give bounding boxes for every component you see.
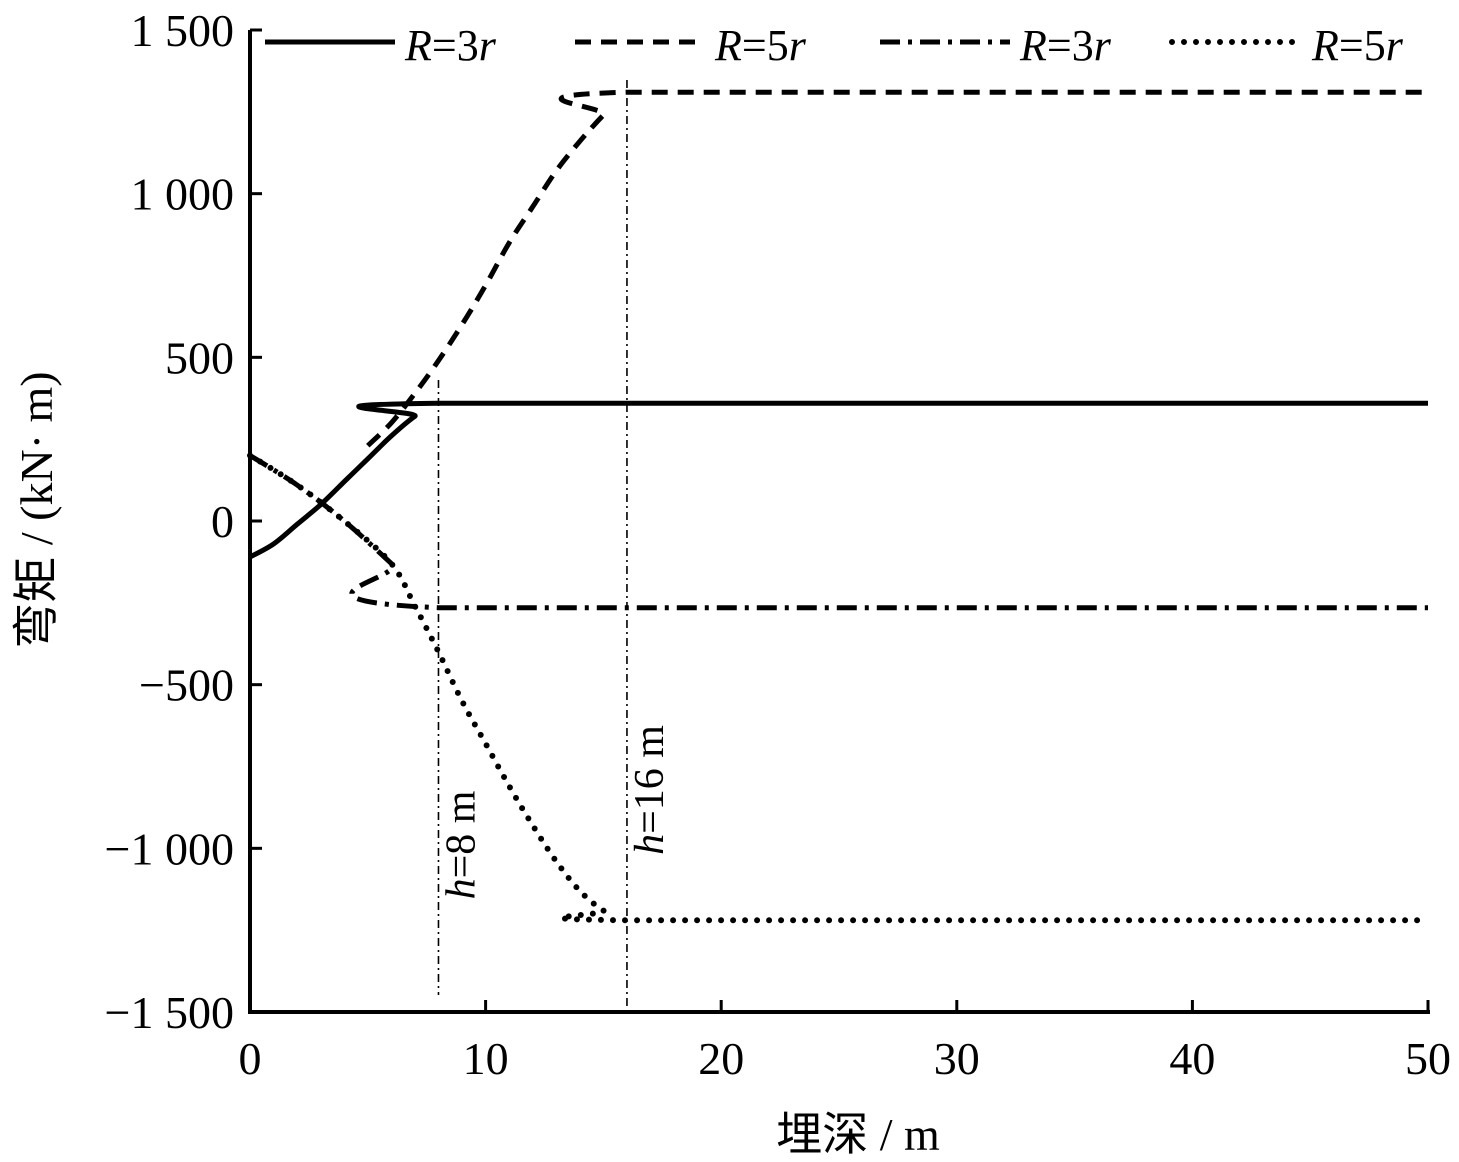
- x-axis-title: 埋深 / m: [776, 1109, 940, 1160]
- x-tick-label: 20: [698, 1033, 744, 1084]
- x-tick-label: 10: [463, 1033, 509, 1084]
- y-tick-label: −1 000: [105, 823, 234, 874]
- annotation-group: h=8 m h=16 m: [438, 80, 672, 1012]
- x-tick-label: 0: [239, 1033, 262, 1084]
- x-tick-label: 50: [1405, 1033, 1451, 1084]
- x-tick-label: 30: [934, 1033, 980, 1084]
- series-group: [250, 92, 1428, 920]
- y-tick-label: −1 500: [105, 987, 234, 1038]
- y-tick-label: 1 500: [131, 5, 235, 56]
- legend: R=3r R=5r R=3r R=5r: [265, 21, 1404, 70]
- annotation-label: h=8 m: [438, 790, 484, 899]
- series-line-dashed: [368, 92, 1428, 446]
- y-tick-label: 0: [211, 496, 234, 547]
- y-axis-title: 弯矩 / (kN· m): [11, 371, 62, 648]
- legend-label: R=3r: [1019, 21, 1112, 70]
- legend-label: R=5r: [714, 21, 807, 70]
- y-tick-label: 1 000: [131, 169, 235, 220]
- y-tick-label: −500: [139, 660, 234, 711]
- legend-label: R=3r: [404, 21, 497, 70]
- annotation-label: h=16 m: [627, 725, 673, 855]
- series-line-solid: [250, 403, 1428, 557]
- series-line-dotted: [250, 456, 1428, 921]
- legend-label: R=5r: [1311, 21, 1404, 70]
- y-tick-label: 500: [165, 332, 234, 383]
- x-tick-label: 40: [1169, 1033, 1215, 1084]
- series-line-dashdot: [250, 456, 1428, 608]
